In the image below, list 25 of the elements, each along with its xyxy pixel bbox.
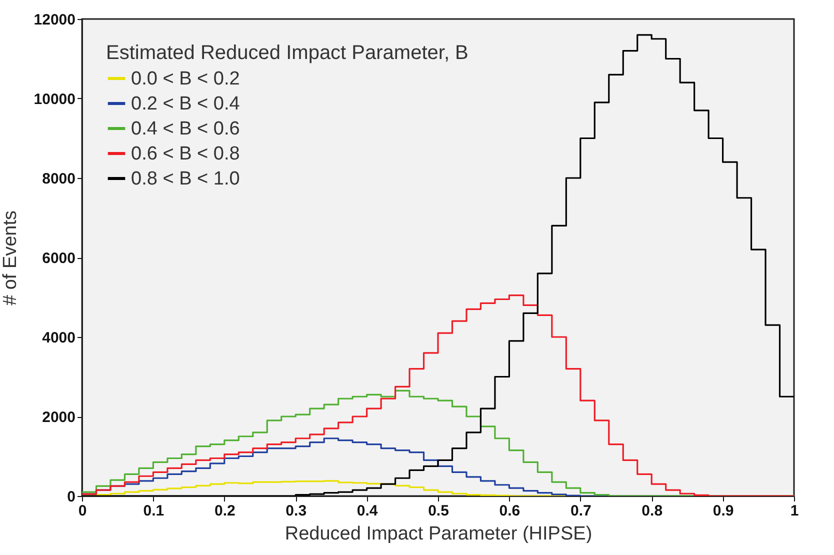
x-tick-label: 0.8 xyxy=(642,502,663,520)
x-tick-label: 1 xyxy=(790,502,799,520)
legend-label: 0.2 < B < 0.4 xyxy=(131,94,240,114)
y-tick-label: 12000 xyxy=(34,12,76,28)
y-tick-label: 0 xyxy=(67,488,76,506)
x-tick-label: 0.7 xyxy=(570,502,592,520)
x-tick-label: 0.9 xyxy=(712,502,734,520)
y-tick-label: 8000 xyxy=(42,170,76,188)
x-tick-label: 0.3 xyxy=(286,502,307,520)
y-axis-title: # of Events xyxy=(0,210,21,306)
x-tick-label: 0.1 xyxy=(143,502,164,520)
legend-label: 0.4 < B < 0.6 xyxy=(131,118,240,140)
y-tick-label: 6000 xyxy=(42,250,76,267)
legend-title: Estimated Reduced Impact Parameter, B xyxy=(106,42,468,64)
y-tick-label: 2000 xyxy=(42,409,76,426)
legend-label: 0.0 < B < 0.2 xyxy=(131,68,240,90)
y-tick-label: 10000 xyxy=(34,91,76,108)
x-tick-label: 0 xyxy=(78,502,87,520)
x-tick-label: 0.4 xyxy=(356,502,378,520)
x-tick-label: 0.2 xyxy=(214,502,236,520)
x-tick-label: 0.6 xyxy=(499,502,520,520)
x-tick-label: 0.5 xyxy=(428,502,449,520)
legend-label: 0.6 < B < 0.8 xyxy=(131,144,240,164)
legend-label: 0.8 < B < 1.0 xyxy=(131,168,240,190)
y-tick-label: 4000 xyxy=(42,330,76,346)
